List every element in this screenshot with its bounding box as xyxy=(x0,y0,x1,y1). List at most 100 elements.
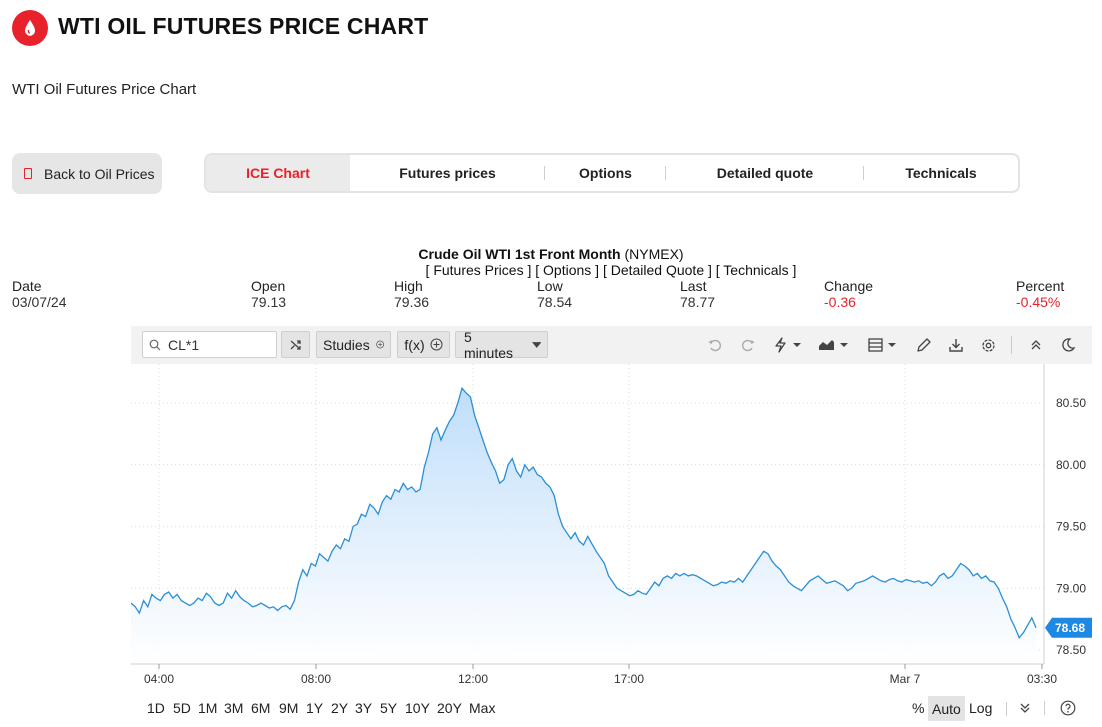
x-tick-label: 03:30 xyxy=(1027,672,1057,686)
back-button-label: Back to Oil Prices xyxy=(44,165,155,182)
compare-button[interactable] xyxy=(281,331,310,358)
collapse-button[interactable] xyxy=(1025,334,1047,356)
quote-change-label: Change xyxy=(824,278,874,294)
undo-button[interactable] xyxy=(704,334,726,356)
scale-divider xyxy=(1006,702,1007,716)
x-tick-label: 08:00 xyxy=(301,672,331,686)
page-title: WTI OIL FUTURES PRICE CHART xyxy=(58,13,429,39)
range-10y[interactable]: 10Y xyxy=(405,700,430,716)
range-5d[interactable]: 5D xyxy=(173,700,191,716)
quote-change: Change -0.36 xyxy=(824,278,873,310)
tab-technicals[interactable]: Technicals xyxy=(864,155,1018,191)
events-menu-button[interactable] xyxy=(771,334,805,356)
studies-label: Studies xyxy=(323,336,370,353)
instrument-exchange: (NYMEX) xyxy=(624,246,684,262)
x-tick-label: 17:00 xyxy=(614,672,644,686)
oil-drop-icon xyxy=(25,20,35,36)
range-20y[interactable]: 20Y xyxy=(437,700,462,716)
log-scale-button[interactable]: Log xyxy=(969,700,993,716)
caret-down-icon xyxy=(531,341,541,348)
last-value-label: 78.68 xyxy=(1055,621,1085,635)
tab-options[interactable]: Options xyxy=(545,155,666,191)
y-tick-label: 79.00 xyxy=(1056,581,1086,595)
tab-futures-prices[interactable]: Futures prices xyxy=(350,155,545,191)
x-tick-label: 12:00 xyxy=(458,672,488,686)
y-tick-label: 78.50 xyxy=(1056,643,1086,657)
range-5y[interactable]: 5Y xyxy=(380,700,398,716)
double-chevron-down-icon xyxy=(1020,703,1030,713)
draw-button[interactable] xyxy=(913,334,935,356)
range-max[interactable]: Max xyxy=(469,700,496,716)
back-to-oil-prices-button[interactable]: Back to Oil Prices xyxy=(12,153,162,194)
fx-label: f(x) xyxy=(404,336,425,353)
quote-percent-value: -0.45% xyxy=(1016,294,1061,310)
layout-icon xyxy=(868,338,896,352)
chart-type-button[interactable] xyxy=(817,334,851,356)
help-button[interactable] xyxy=(1060,700,1076,719)
tab-ice-chart[interactable]: ICE Chart xyxy=(206,155,350,191)
redo-button[interactable] xyxy=(737,334,759,356)
quote-high: High 79.36 xyxy=(394,278,429,310)
quote-high-label: High xyxy=(394,278,423,294)
price-area xyxy=(131,388,1036,664)
y-tick-label: 80.00 xyxy=(1056,458,1086,472)
shuffle-icon xyxy=(290,339,301,350)
tab-detailed-quote[interactable]: Detailed quote xyxy=(666,155,864,191)
range-1m[interactable]: 1M xyxy=(198,700,218,716)
expand-button[interactable] xyxy=(1018,701,1032,718)
help-divider xyxy=(1044,701,1045,715)
tab-label: Futures prices xyxy=(399,165,496,181)
settings-button[interactable] xyxy=(977,334,999,356)
range-9m[interactable]: 9M xyxy=(279,700,299,716)
instrument-links[interactable]: [ Futures Prices ] [ Options ] [ Detaile… xyxy=(425,262,797,278)
dark-mode-button[interactable] xyxy=(1057,334,1079,356)
y-tick-label: 80.50 xyxy=(1056,396,1086,410)
auto-scale-button[interactable]: Auto xyxy=(928,696,965,721)
quote-percent: Percent -0.45% xyxy=(1016,278,1064,310)
price-chart[interactable]: 80.50 80.00 79.50 79.00 78.50 04:00 08:00 12:0… xyxy=(131,364,1092,696)
instrument-name: Crude Oil WTI 1st Front Month xyxy=(418,246,621,262)
area-chart-icon xyxy=(819,340,848,350)
chart-widget: CL*1 Studies f(x) 5 minutes xyxy=(131,326,1092,721)
layout-menu-button[interactable] xyxy=(867,334,901,356)
tab-label: ICE Chart xyxy=(246,165,310,181)
download-button[interactable] xyxy=(945,334,967,356)
fx-button[interactable]: f(x) xyxy=(397,331,450,358)
symbol-search-input[interactable]: CL*1 xyxy=(142,331,277,358)
studies-button[interactable]: Studies xyxy=(316,331,391,358)
symbol-value: CL*1 xyxy=(168,336,200,353)
quote-open-value: 79.13 xyxy=(251,294,287,310)
range-1d[interactable]: 1D xyxy=(147,700,165,716)
chart-tabs: ICE Chart Futures prices Options Detaile… xyxy=(204,153,1020,193)
range-6m[interactable]: 6M xyxy=(251,700,271,716)
double-chevron-up-icon xyxy=(1031,340,1041,350)
percent-scale-button[interactable]: % xyxy=(912,700,925,716)
range-2y[interactable]: 2Y xyxy=(331,700,349,716)
x-tick-label: 04:00 xyxy=(144,672,174,686)
quote-low-label: Low xyxy=(537,278,563,294)
quote-change-value: -0.36 xyxy=(824,294,856,310)
page-subtitle: WTI Oil Futures Price Chart xyxy=(12,81,197,98)
range-3m[interactable]: 3M xyxy=(224,700,244,716)
quote-open-label: Open xyxy=(251,278,286,294)
quote-date-value: 03/07/24 xyxy=(12,294,67,310)
help-icon xyxy=(1060,700,1076,716)
instrument-title: Crude Oil WTI 1st Front Month (NYMEX) xyxy=(0,246,1102,262)
quote-high-value: 79.36 xyxy=(394,294,430,310)
quote-last: Last 78.77 xyxy=(680,278,715,310)
interval-select[interactable]: 5 minutes xyxy=(455,329,548,361)
range-1y[interactable]: 1Y xyxy=(306,700,324,716)
quote-last-value: 78.77 xyxy=(680,294,716,310)
tab-label: Detailed quote xyxy=(716,165,814,181)
range-3y[interactable]: 3Y xyxy=(355,700,373,716)
tab-separator xyxy=(863,166,864,180)
quote-date: Date 03/07/24 xyxy=(12,278,67,310)
tab-label: Options xyxy=(579,165,632,181)
quote-low: Low 78.54 xyxy=(537,278,572,310)
quote-open: Open 79.13 xyxy=(251,278,286,310)
price-line xyxy=(131,386,1037,639)
quote-low-value: 78.54 xyxy=(537,294,573,310)
plus-circle-icon xyxy=(430,338,443,351)
undo-icon xyxy=(708,339,721,352)
quote-last-label: Last xyxy=(680,278,707,294)
